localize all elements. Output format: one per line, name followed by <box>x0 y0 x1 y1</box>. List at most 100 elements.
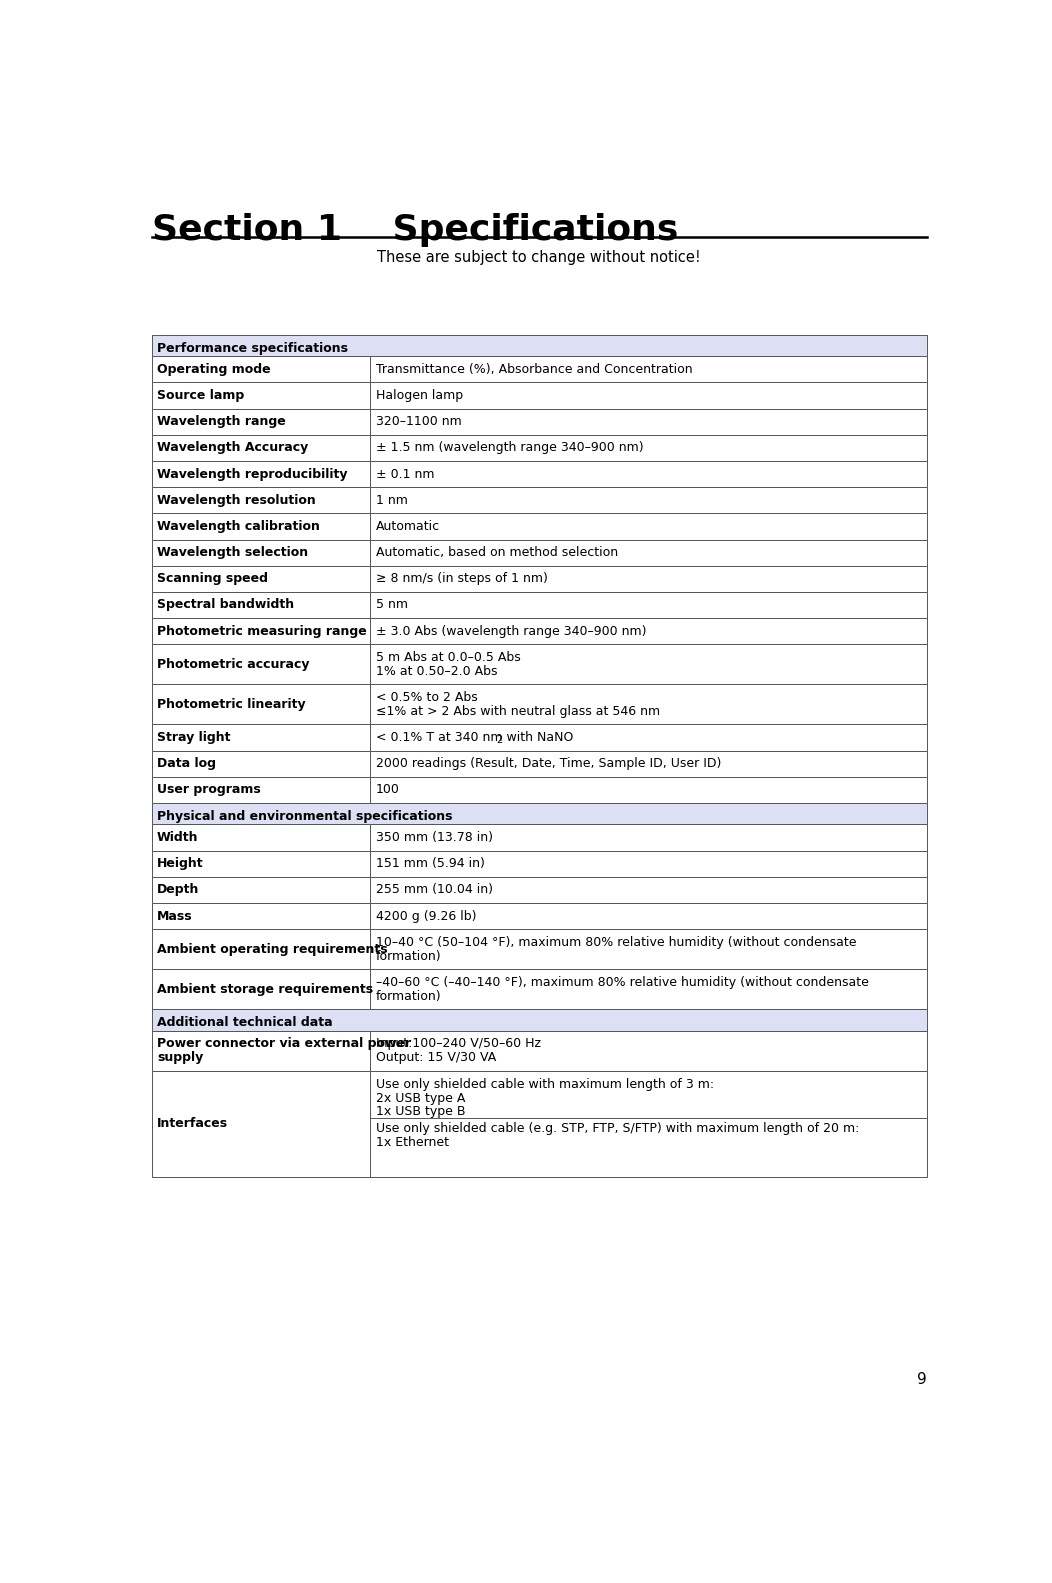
Bar <box>151 803 927 825</box>
Bar <box>151 408 370 435</box>
Text: 1 nm: 1 nm <box>376 494 407 507</box>
Text: Height: Height <box>157 858 204 871</box>
Bar <box>370 435 927 461</box>
Text: ≥ 8 nm/s (in steps of 1 nm): ≥ 8 nm/s (in steps of 1 nm) <box>376 573 547 586</box>
Bar <box>370 902 927 929</box>
Bar <box>370 850 927 877</box>
Bar <box>151 929 370 969</box>
Text: Use only shielded cable with maximum length of 3 m:: Use only shielded cable with maximum len… <box>376 1078 713 1091</box>
Bar <box>370 383 927 408</box>
Bar <box>151 1070 370 1178</box>
Text: ± 3.0 Abs (wavelength range 340–900 nm): ± 3.0 Abs (wavelength range 340–900 nm) <box>376 625 646 638</box>
Text: Wavelength reproducibility: Wavelength reproducibility <box>157 467 347 481</box>
Text: Wavelength selection: Wavelength selection <box>157 546 308 559</box>
Text: Spectral bandwidth: Spectral bandwidth <box>157 598 295 611</box>
Bar <box>151 777 370 803</box>
Bar <box>370 777 927 803</box>
Text: Additional technical data: Additional technical data <box>157 1016 332 1029</box>
Bar <box>151 461 370 488</box>
Text: 320–1100 nm: 320–1100 nm <box>376 415 462 429</box>
Bar <box>370 877 927 902</box>
Text: Width: Width <box>157 831 199 844</box>
Text: supply: supply <box>157 1051 203 1064</box>
Text: Source lamp: Source lamp <box>157 389 244 402</box>
Text: Photometric measuring range: Photometric measuring range <box>157 625 367 638</box>
Bar <box>151 825 370 850</box>
Bar <box>151 969 370 1010</box>
Text: 5 m Abs at 0.0–0.5 Abs: 5 m Abs at 0.0–0.5 Abs <box>376 651 521 663</box>
Text: Mass: Mass <box>157 910 193 923</box>
Text: 255 mm (10.04 in): 255 mm (10.04 in) <box>376 883 492 896</box>
Bar <box>151 644 370 684</box>
Text: Physical and environmental specifications: Physical and environmental specification… <box>157 810 452 823</box>
Text: 2x USB type A: 2x USB type A <box>376 1092 465 1105</box>
Bar <box>151 750 370 777</box>
Text: Automatic, based on method selection: Automatic, based on method selection <box>376 546 618 559</box>
Bar <box>151 684 370 725</box>
Text: ≤1% at > 2 Abs with neutral glass at 546 nm: ≤1% at > 2 Abs with neutral glass at 546… <box>376 704 660 717</box>
Bar <box>370 684 927 725</box>
Text: Stray light: Stray light <box>157 731 230 744</box>
Text: User programs: User programs <box>157 784 261 796</box>
Bar <box>151 565 370 592</box>
Bar <box>151 850 370 877</box>
Bar <box>151 435 370 461</box>
Bar <box>151 592 370 617</box>
Bar <box>151 334 927 356</box>
Bar <box>151 902 370 929</box>
Text: 100: 100 <box>376 784 400 796</box>
Text: Wavelength calibration: Wavelength calibration <box>157 519 320 533</box>
Bar <box>151 1010 927 1031</box>
Bar <box>370 565 927 592</box>
Text: 9: 9 <box>917 1372 927 1387</box>
Text: formation): formation) <box>376 950 441 962</box>
Text: < 0.1% T at 340 nm with NaNO: < 0.1% T at 340 nm with NaNO <box>376 731 573 744</box>
Text: Depth: Depth <box>157 883 200 896</box>
Text: 2000 readings (Result, Date, Time, Sample ID, User ID): 2000 readings (Result, Date, Time, Sampl… <box>376 757 721 769</box>
Bar <box>370 969 927 1010</box>
Bar <box>370 1031 927 1070</box>
Text: formation): formation) <box>376 989 441 1002</box>
Text: These are subject to change without notice!: These are subject to change without noti… <box>378 250 701 264</box>
Bar <box>151 383 370 408</box>
Bar <box>370 750 927 777</box>
Text: Interfaces: Interfaces <box>157 1118 228 1130</box>
Text: Photometric accuracy: Photometric accuracy <box>157 659 309 671</box>
Text: Wavelength resolution: Wavelength resolution <box>157 494 316 507</box>
Text: Operating mode: Operating mode <box>157 363 270 375</box>
Text: 10–40 °C (50–104 °F), maximum 80% relative humidity (without condensate: 10–40 °C (50–104 °F), maximum 80% relati… <box>376 936 856 948</box>
Text: Data log: Data log <box>157 757 216 769</box>
Text: Transmittance (%), Absorbance and Concentration: Transmittance (%), Absorbance and Concen… <box>376 363 692 375</box>
Bar <box>370 617 927 644</box>
Text: 1% at 0.50–2.0 Abs: 1% at 0.50–2.0 Abs <box>376 665 498 678</box>
Text: 350 mm (13.78 in): 350 mm (13.78 in) <box>376 831 492 844</box>
Bar <box>370 592 927 617</box>
Bar <box>370 488 927 513</box>
Bar <box>370 408 927 435</box>
Text: Ambient storage requirements: Ambient storage requirements <box>157 983 373 996</box>
Text: –40–60 °C (–40–140 °F), maximum 80% relative humidity (without condensate: –40–60 °C (–40–140 °F), maximum 80% rela… <box>376 975 869 989</box>
Bar <box>151 488 370 513</box>
Bar <box>151 540 370 565</box>
Text: Performance specifications: Performance specifications <box>157 342 348 355</box>
Bar <box>370 825 927 850</box>
Bar <box>370 461 927 488</box>
Bar <box>370 644 927 684</box>
Text: Wavelength range: Wavelength range <box>157 415 286 429</box>
Text: Wavelength Accuracy: Wavelength Accuracy <box>157 442 308 454</box>
Text: 1x USB type B: 1x USB type B <box>376 1105 465 1119</box>
Text: Output: 15 V/30 VA: Output: 15 V/30 VA <box>376 1051 495 1064</box>
Text: Ambient operating requirements: Ambient operating requirements <box>157 943 388 956</box>
Text: 2: 2 <box>497 735 502 744</box>
Text: Input:100–240 V/50–60 Hz: Input:100–240 V/50–60 Hz <box>376 1037 541 1051</box>
Text: Photometric linearity: Photometric linearity <box>157 698 306 711</box>
Text: ± 0.1 nm: ± 0.1 nm <box>376 467 434 481</box>
Bar <box>151 356 370 383</box>
Text: ± 1.5 nm (wavelength range 340–900 nm): ± 1.5 nm (wavelength range 340–900 nm) <box>376 442 643 454</box>
Bar <box>151 1031 370 1070</box>
Text: Power connector via external power: Power connector via external power <box>157 1037 411 1051</box>
Bar <box>151 513 370 540</box>
Bar <box>370 1070 927 1178</box>
Text: Section 1    Specifications: Section 1 Specifications <box>151 214 679 247</box>
Text: < 0.5% to 2 Abs: < 0.5% to 2 Abs <box>376 690 478 704</box>
